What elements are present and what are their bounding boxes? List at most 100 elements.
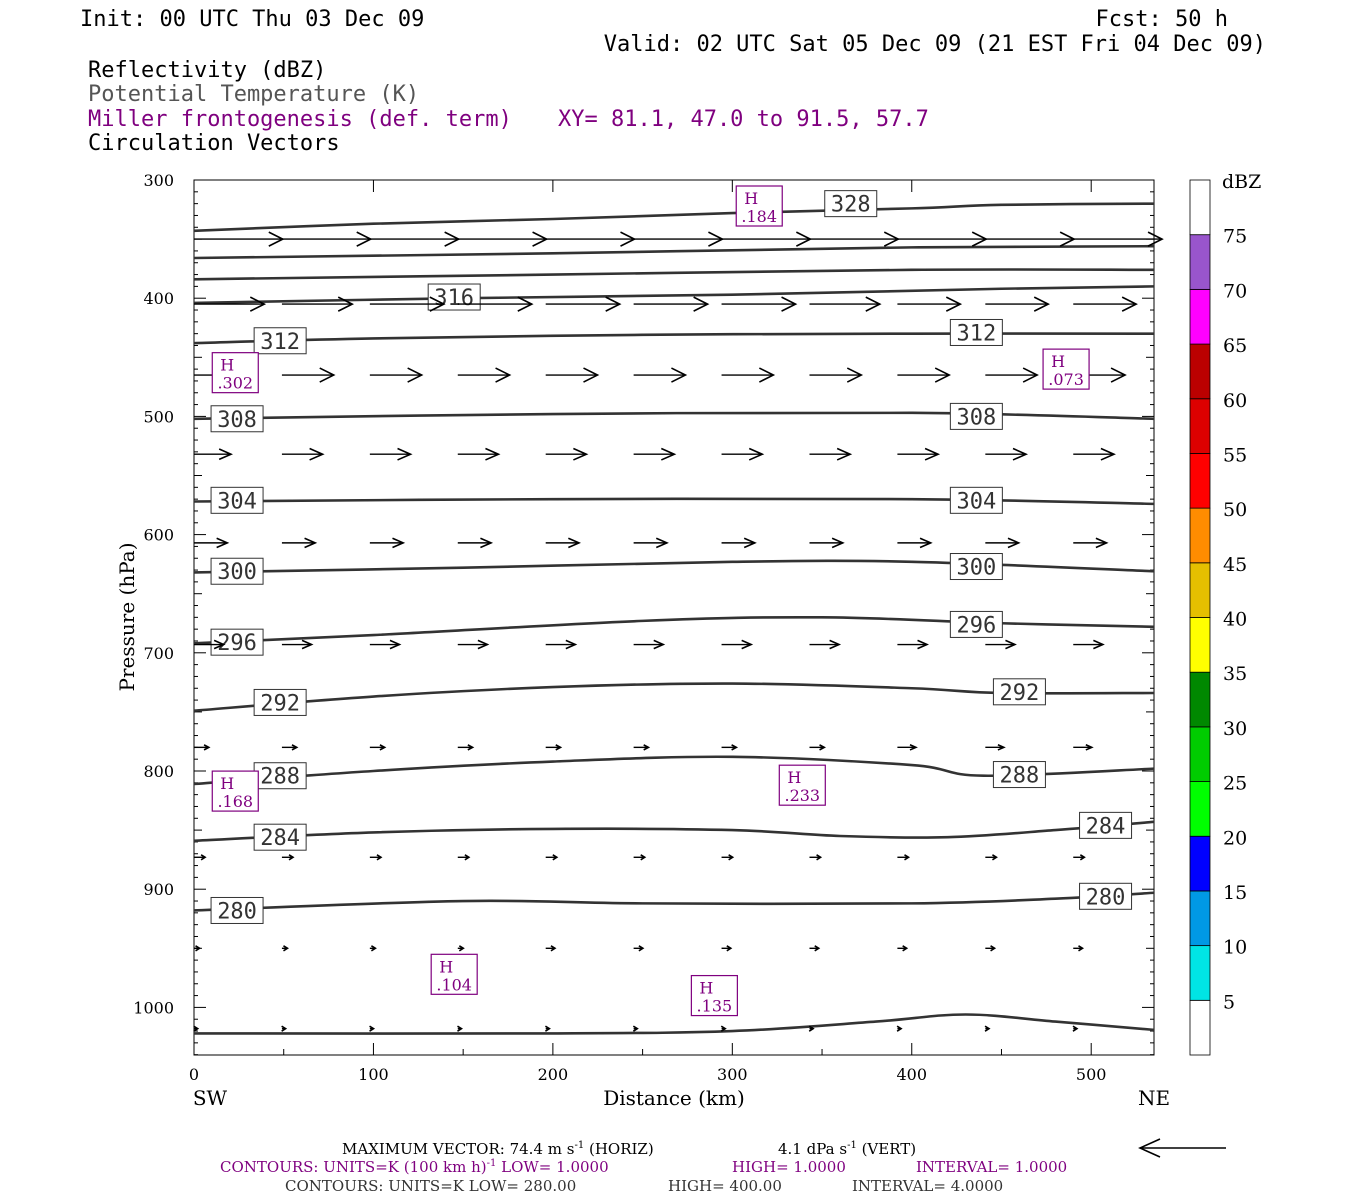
frontogenesis-max-marker: H.104 (430, 953, 478, 995)
circulation-vector (721, 367, 776, 383)
circulation-vector (369, 447, 413, 461)
theta-contour-label-box (992, 761, 1046, 789)
x-tick-label: 100 (358, 1065, 389, 1084)
circulation-vector (545, 744, 563, 751)
theta-contour-line (193, 615, 1155, 645)
colorbar-tick-label: 5 (1223, 991, 1235, 1013)
theta-contour-label-box (1079, 811, 1133, 839)
circulation-vector (194, 945, 202, 952)
theta-contour-label: 300 (217, 560, 257, 585)
theta-contours: 328 316 312 312 308 308 304 304 300 300 296 296 292 2… (193, 190, 1155, 1035)
theta-contour-label: 304 (217, 489, 257, 514)
theta-contour-label-box (949, 318, 1003, 346)
circulation-vector (457, 367, 512, 383)
circulation-vector (194, 537, 230, 549)
frontogenesis-max-value: .104 (436, 975, 472, 994)
footer-max-vector: MAXIMUM VECTOR: 74.4 m s-1 (HORIZ) (342, 1140, 654, 1158)
y-axis-ticks: 300 400 500 600 700 800 900 1000 (133, 171, 1154, 1056)
circulation-vector (457, 447, 501, 461)
colorbar-tick-label: 65 (1223, 335, 1247, 357)
theta-contour-label: 312 (956, 321, 996, 346)
circulation-vector (194, 854, 207, 861)
circulation-vector (194, 448, 233, 461)
circulation-vector (809, 447, 853, 461)
frontogenesis-max-marker: H.184 (735, 185, 783, 227)
y-tick-label: 600 (143, 526, 174, 545)
circulation-vector (897, 447, 941, 461)
theta-contour-label: 308 (956, 405, 996, 430)
colorbar-tick-label: 45 (1223, 554, 1247, 576)
circulation-vector (1073, 639, 1105, 650)
theta-contour-label-box (210, 557, 264, 585)
theta-contour-label: 308 (217, 408, 257, 433)
theta-contour-label: 304 (956, 489, 996, 514)
theta-contour-label-box (949, 553, 1003, 581)
colorbar-segment (1189, 671, 1211, 728)
circulation-vector (633, 367, 688, 383)
circulation-vector (1073, 537, 1109, 549)
circulation-vector (1073, 447, 1116, 461)
theta-contour-label: 280 (1086, 885, 1126, 910)
circulation-vector (985, 945, 997, 952)
theta-contour-label-box (253, 823, 307, 851)
circulation-vector (457, 537, 494, 549)
circulation-vector (545, 367, 600, 383)
theta-contour-line (193, 497, 1155, 506)
colorbar-segment (1189, 343, 1211, 400)
theta-contour-label: 292 (260, 691, 300, 716)
theta-contour-line (193, 244, 1155, 260)
colorbar-segment (1189, 507, 1211, 564)
frontogenesis-max-label: H (699, 979, 713, 998)
circulation-vector (369, 639, 402, 650)
circulation-vector (985, 744, 1006, 751)
theta-contour-label: 284 (1086, 814, 1126, 839)
circulation-vector (985, 537, 1021, 549)
circulation-vector (545, 537, 581, 549)
circulation-vector (897, 744, 918, 751)
circulation-vector (457, 1025, 463, 1032)
footer-fronto-contours: CONTOURS: UNITS=K (100 km h)-1 LOW= 1.00… (220, 1158, 609, 1176)
colorbar-tick-label: 15 (1223, 882, 1247, 904)
y-tick-label: 300 (143, 171, 174, 190)
frontogenesis-max-value: .302 (217, 374, 253, 393)
circulation-vector (369, 744, 387, 751)
circulation-vector (633, 945, 645, 952)
circulation-vector (194, 744, 211, 751)
circulation-vector (281, 639, 314, 650)
circulation-vector (633, 447, 677, 461)
frontogenesis-max-marker: H.135 (690, 974, 738, 1017)
circulation-vector (457, 744, 475, 751)
circulation-vector (809, 639, 842, 650)
colorbar-segment (1189, 945, 1211, 1001)
circulation-vector (897, 945, 909, 952)
circulation-vector (985, 447, 1029, 461)
frontogenesis-max-value: .184 (741, 207, 777, 226)
circulation-vector (633, 296, 710, 312)
theta-contour-label: 312 (260, 330, 300, 355)
circulation-vector (1073, 945, 1085, 952)
colorbar-segment (1189, 562, 1211, 618)
circulation-vector (809, 537, 845, 549)
colorbar-segment (1189, 617, 1211, 673)
circulation-vector (809, 296, 882, 312)
circulation-vector (369, 854, 383, 861)
circulation-vector (1073, 296, 1138, 312)
valid-time: Valid: 02 UTC Sat 05 Dec 09 (21 EST Fri … (604, 32, 1266, 57)
sw-label: SW (193, 1086, 228, 1110)
colorbar-segment (1189, 835, 1211, 892)
theta-contour-label-box (992, 678, 1046, 706)
circulation-vector (369, 367, 424, 383)
circulation-vector (369, 296, 446, 312)
circulation-vector (369, 945, 377, 952)
circulation-vector (193, 1025, 200, 1032)
frontogenesis-max-marker: H.302 (211, 352, 259, 394)
theta-contour-line (193, 755, 1155, 786)
colorbar-segment (1189, 234, 1211, 290)
circulation-vector (808, 1025, 815, 1032)
frontogenesis-max-label: H (220, 774, 234, 793)
circulation-vector (281, 945, 289, 952)
colorbar-segment (1189, 398, 1211, 454)
circulation-vector (984, 1025, 991, 1032)
